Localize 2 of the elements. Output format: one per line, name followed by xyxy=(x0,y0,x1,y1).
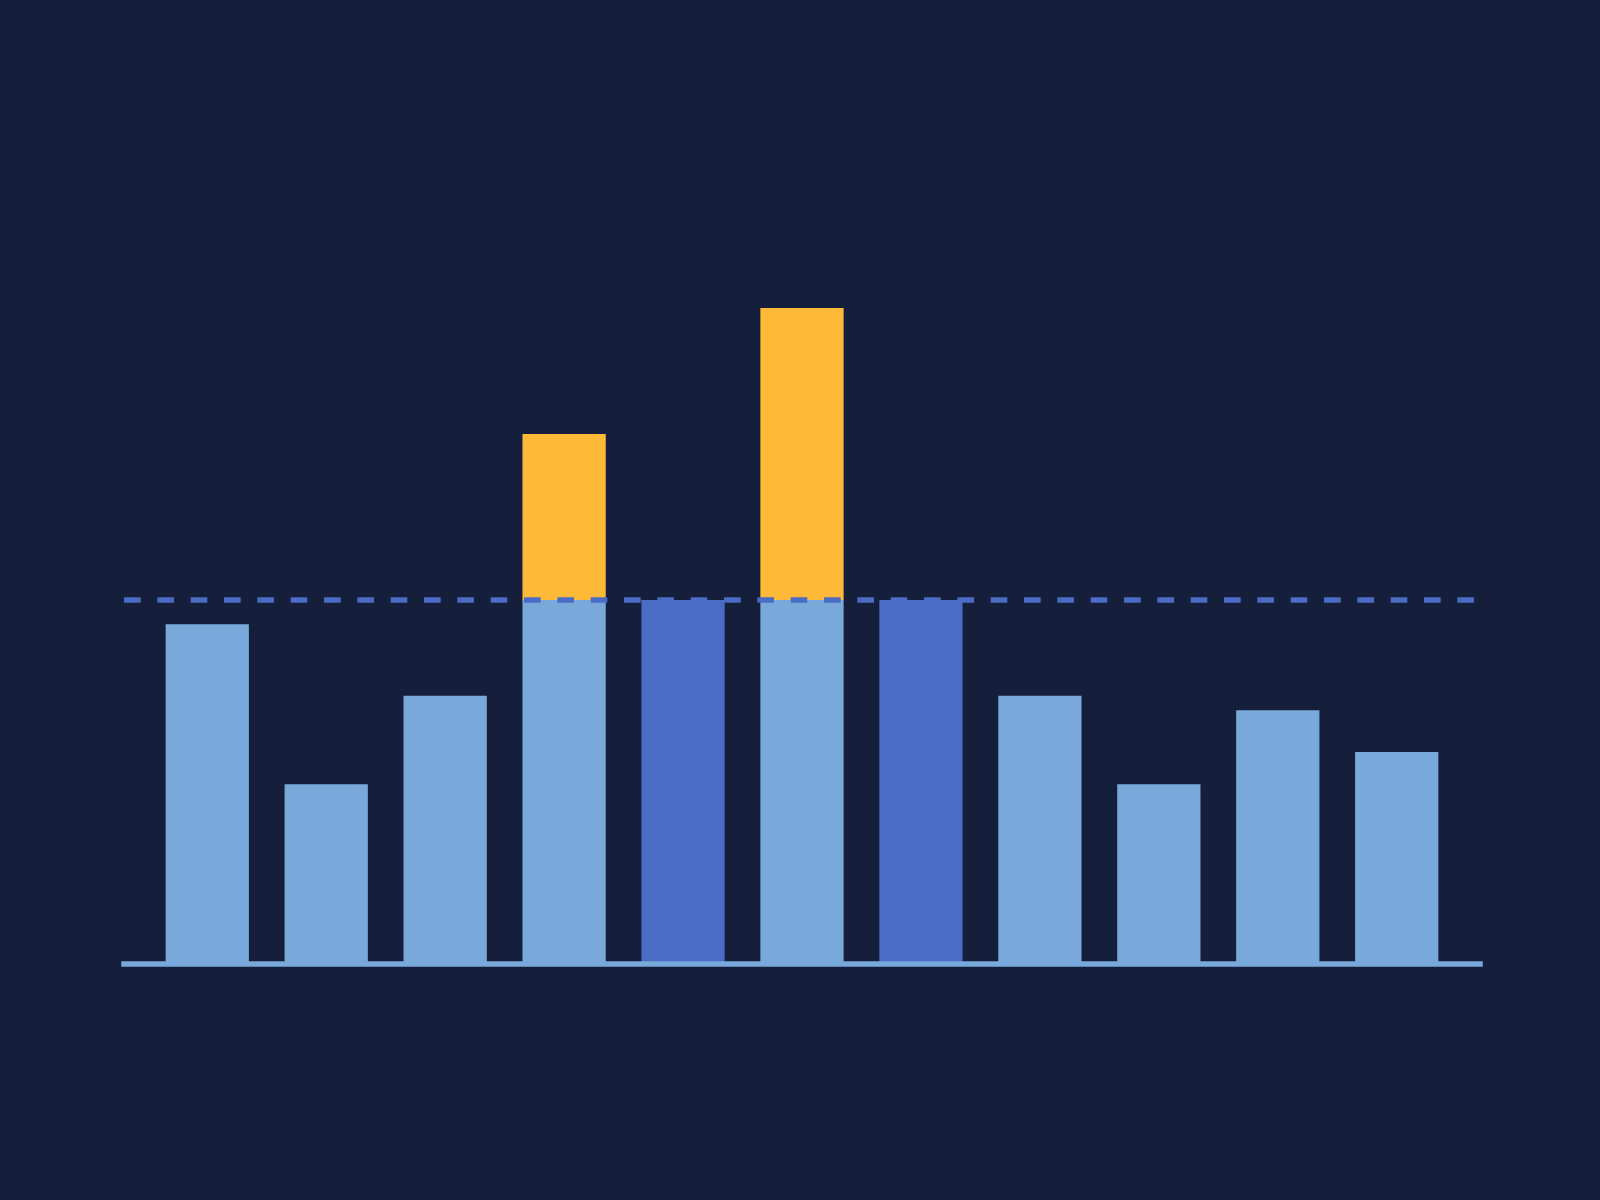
bar xyxy=(522,433,606,600)
bar xyxy=(760,308,844,600)
